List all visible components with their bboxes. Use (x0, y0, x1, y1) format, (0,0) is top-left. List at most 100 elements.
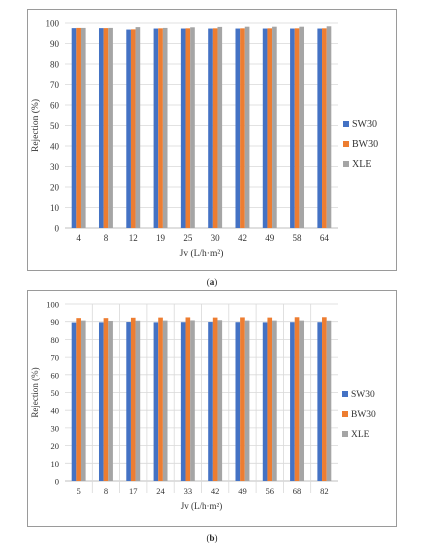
bar-bw30 (212, 28, 218, 228)
x-tick-label: 64 (320, 233, 330, 243)
bar-sw30 (290, 322, 295, 481)
bar-bw30 (103, 318, 109, 481)
bar-sw30 (153, 28, 159, 228)
legend-label-bw30: BW30 (352, 139, 378, 150)
x-axis-label: Jv (L/h·m²) (181, 501, 222, 511)
x-tick-label: 12 (129, 233, 138, 243)
bar-bw30 (158, 317, 163, 481)
bar-sw30 (262, 28, 268, 228)
y-tick-label: 20 (51, 441, 60, 451)
legend-swatch-sw30 (343, 121, 349, 127)
bar-bw30 (185, 317, 191, 481)
bar-bw30 (212, 317, 218, 481)
bar-sw30 (153, 322, 159, 481)
y-tick-label: 30 (51, 423, 60, 433)
y-tick-label: 60 (50, 101, 60, 111)
bar-sw30 (180, 28, 186, 228)
y-tick-label: 30 (50, 162, 60, 172)
y-tick-label: 10 (51, 459, 60, 469)
bar-bw30 (294, 28, 300, 228)
legend-swatch-bw30 (343, 141, 349, 147)
y-tick-label: 60 (51, 370, 60, 380)
y-tick-label: 100 (46, 300, 59, 310)
x-tick-label: 25 (183, 233, 193, 243)
bar-sw30 (180, 322, 186, 481)
x-tick-label: 19 (156, 233, 166, 243)
x-tick-label: 82 (320, 486, 329, 496)
bar-bw30 (267, 28, 273, 228)
y-axis-label: Rejection (%) (30, 99, 41, 152)
bar-xle (135, 320, 141, 481)
y-axis-label: Rejection (%) (30, 367, 40, 417)
bar-sw30 (208, 322, 213, 481)
bar-bw30 (322, 317, 327, 481)
legend-label-sw30: SW30 (351, 390, 375, 400)
bar-chart-a: 0 10 20 30 40 50 60 70 80 90 100 4 8 12 19 25 30 42 49 58 64… (30, 19, 378, 260)
bar-xle (80, 320, 86, 481)
y-tick-label: 100 (46, 19, 60, 29)
y-tick-label: 70 (51, 353, 60, 363)
y-tick-label: 70 (50, 80, 60, 90)
bar-xle (190, 27, 195, 229)
bar-bw30 (158, 28, 163, 228)
bar-bw30 (103, 28, 109, 228)
bar-chart-b: 0 10 20 30 40 50 60 70 80 90 100 5 8 17 24 33 42 49 56 68 82… (30, 300, 376, 512)
y-tick-label: 0 (55, 224, 60, 234)
x-tick-label: 8 (104, 486, 108, 496)
x-tick-label: 24 (156, 486, 165, 496)
bar-sw30 (98, 322, 104, 481)
x-tick-label: 30 (211, 233, 221, 243)
bar-xle (272, 26, 277, 228)
y-tick-label: 80 (50, 60, 60, 70)
x-tick-label: 42 (211, 486, 220, 496)
x-tick-label: 49 (265, 233, 275, 243)
bar-bw30 (240, 28, 245, 228)
y-tick-label: 50 (50, 121, 60, 131)
legend-swatch-bw30 (342, 411, 348, 417)
x-tick-label: 5 (77, 486, 81, 496)
bar-sw30 (262, 322, 268, 481)
bar-bw30 (267, 317, 273, 481)
bar-sw30 (317, 28, 323, 228)
legend-swatch-sw30 (342, 391, 348, 397)
bar-sw30 (317, 322, 323, 481)
legend-swatch-xle (342, 431, 348, 437)
caption-a-letter: a (209, 277, 215, 287)
bar-bw30 (76, 27, 81, 229)
y-tick-label: 10 (50, 203, 60, 213)
bar-xle (108, 27, 113, 229)
x-tick-label: 58 (293, 233, 303, 243)
bar-xle (108, 320, 113, 481)
x-tick-label: 68 (293, 486, 302, 496)
bar-bw30 (185, 28, 191, 228)
bar-sw30 (208, 28, 213, 228)
x-tick-label: 4 (76, 233, 81, 243)
bar-xle (326, 320, 332, 481)
bar-bw30 (130, 29, 136, 229)
bar-sw30 (98, 28, 104, 228)
x-tick-label: 56 (266, 486, 275, 496)
bar-xle (244, 26, 250, 228)
y-tick-label: 40 (50, 142, 60, 152)
bar-sw30 (290, 28, 295, 228)
bar-sw30 (235, 28, 241, 228)
bar-xle (272, 320, 277, 481)
caption-a: (a) (206, 277, 218, 287)
legend-label-bw30: BW30 (351, 410, 376, 420)
y-tick-label: 20 (50, 183, 60, 193)
bar-bw30 (322, 28, 327, 228)
bar-xle (217, 26, 223, 228)
chart-panel-a: 0 10 20 30 40 50 60 70 80 90 100 4 8 12 19 25 30 42 49 58 64… (27, 9, 397, 271)
legend-label-xle: XLE (351, 430, 370, 440)
y-tick-label: 0 (55, 477, 59, 487)
bar-bw30 (240, 317, 245, 481)
bar-sw30 (126, 29, 131, 229)
bar-xle (162, 320, 168, 481)
bar-xle (162, 27, 168, 229)
x-axis-label: Jv (L/h·m²) (180, 248, 224, 259)
bar-xle (299, 320, 305, 481)
bar-xle (326, 26, 332, 229)
bar-bw30 (130, 317, 136, 481)
y-tick-label: 90 (50, 39, 60, 49)
legend-label-xle: XLE (352, 159, 371, 170)
